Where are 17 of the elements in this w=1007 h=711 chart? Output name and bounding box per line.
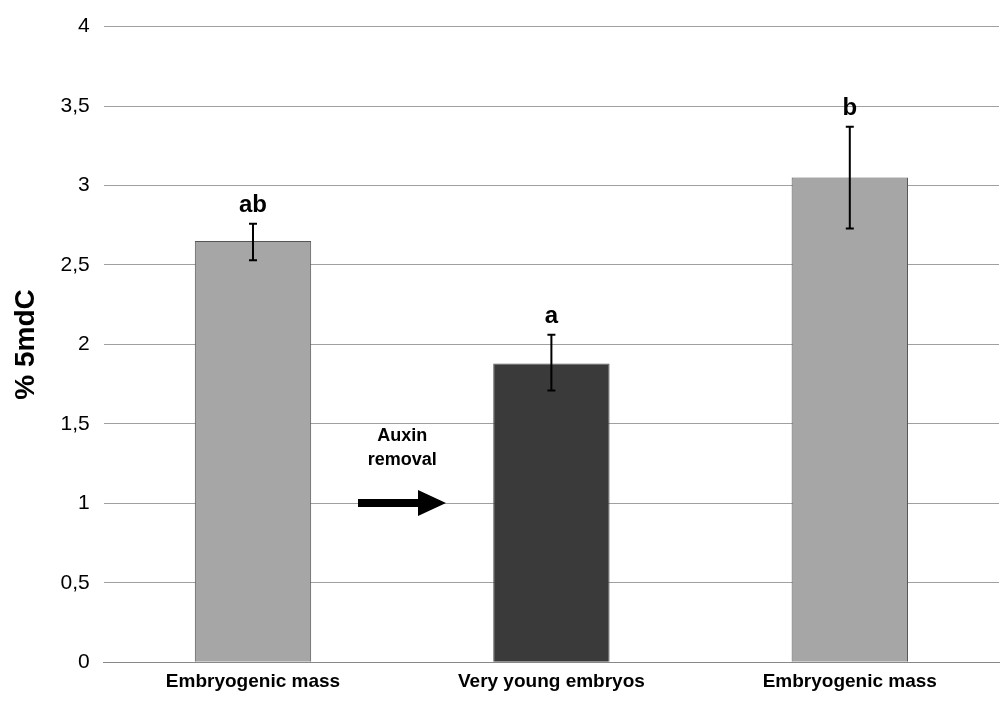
y-tick-label: 1,5 xyxy=(60,410,90,434)
y-tick-label: 2 xyxy=(78,331,90,355)
y-tick-label: 3,5 xyxy=(60,92,90,116)
y-tick-label: 1 xyxy=(78,490,90,514)
y-axis-title: % 5mdC xyxy=(8,289,40,400)
y-tick-label: 0,5 xyxy=(60,569,90,593)
y-tick-label: 0 xyxy=(78,649,90,672)
x-tick-label: Very young embryos xyxy=(457,669,645,691)
data-label: ab xyxy=(238,190,267,218)
x-tick-label: Embryogenic mass xyxy=(165,669,341,691)
x-tick-label: Embryogenic mass xyxy=(762,669,937,691)
data-label: b xyxy=(842,93,858,121)
annotation: Auxin removal xyxy=(366,424,438,472)
y-tick-label: 3 xyxy=(78,172,90,196)
data-label: a xyxy=(544,301,559,329)
y-tick-label: 4 xyxy=(78,13,91,37)
y-tick-label: 2,5 xyxy=(60,251,90,275)
